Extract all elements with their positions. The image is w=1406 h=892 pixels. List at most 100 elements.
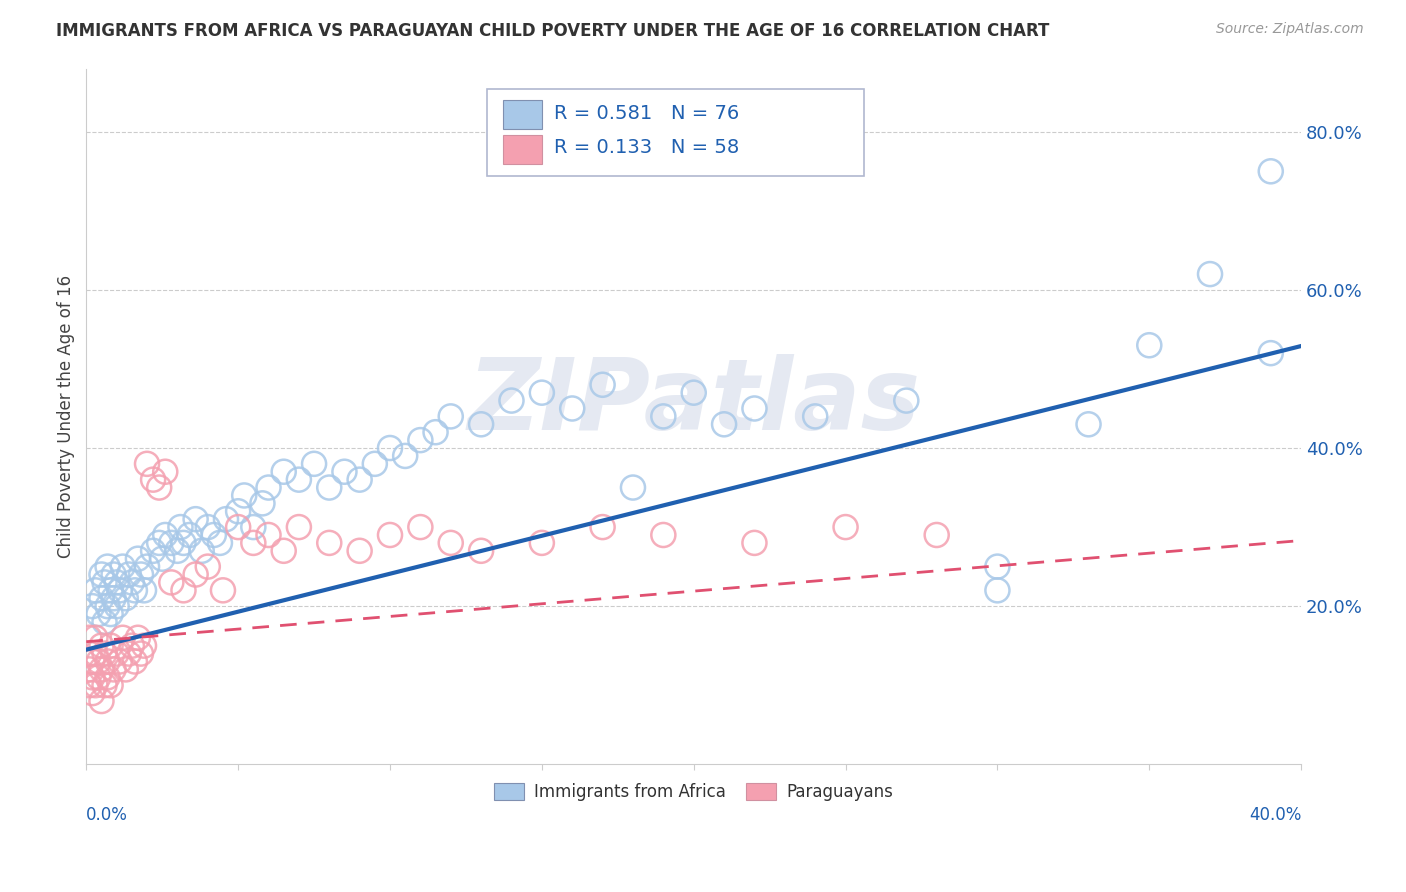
Point [148,481,170,495]
Point [197,520,219,534]
Point [142,543,165,558]
Point [93,647,115,661]
Point [87,670,110,684]
Point [121,639,143,653]
Point [172,536,194,550]
Text: ZIPatlas: ZIPatlas [467,354,921,451]
Point [118,647,141,661]
Point [132,639,155,653]
Point [136,457,159,471]
Point [242,536,264,550]
Point [124,655,146,669]
Text: Source: ZipAtlas.com: Source: ZipAtlas.com [1216,22,1364,37]
Point [127,631,149,645]
Point [215,512,238,526]
Point [208,536,231,550]
Point [333,465,356,479]
Point [592,520,614,534]
Point [592,377,614,392]
Point [114,591,136,606]
Point [87,655,110,669]
Point [100,607,122,621]
Point [1137,338,1160,352]
Point [82,599,104,614]
Point [155,465,177,479]
Point [804,409,827,424]
Point [103,567,125,582]
Point [440,536,463,550]
FancyBboxPatch shape [503,135,541,164]
Point [288,473,311,487]
Point [184,512,207,526]
Point [129,647,152,661]
Text: R = 0.133   N = 58: R = 0.133 N = 58 [554,137,740,157]
Point [111,559,134,574]
Point [621,481,644,495]
Point [82,670,104,684]
Point [127,551,149,566]
Point [834,520,856,534]
Point [409,433,432,447]
Point [96,655,118,669]
Point [172,583,194,598]
Point [744,536,766,550]
Point [409,520,432,534]
Point [79,662,101,676]
Point [501,393,523,408]
Point [90,662,112,676]
Point [79,631,101,645]
Point [425,425,447,440]
Point [1260,346,1282,360]
Point [148,536,170,550]
Point [440,409,463,424]
Point [364,457,387,471]
Point [318,481,340,495]
Point [378,528,401,542]
Point [142,473,165,487]
Point [257,481,280,495]
Point [1199,267,1222,281]
Point [302,457,325,471]
Point [530,385,553,400]
Point [273,465,295,479]
Point [470,417,492,432]
Point [129,567,152,582]
Point [84,583,107,598]
Point [349,543,371,558]
Point [108,655,131,669]
Point [90,567,112,582]
Point [530,536,553,550]
Point [100,583,122,598]
Point [273,543,295,558]
Point [160,575,183,590]
Point [111,631,134,645]
Point [713,417,735,432]
Point [202,528,225,542]
Point [652,528,675,542]
Point [96,670,118,684]
Point [179,528,201,542]
Point [103,591,125,606]
Point [108,583,131,598]
Point [349,473,371,487]
Text: R = 0.581   N = 76: R = 0.581 N = 76 [554,104,740,123]
Point [100,678,122,692]
Text: 0.0%: 0.0% [86,806,128,824]
Point [288,520,311,534]
Point [84,631,107,645]
Point [233,488,256,502]
Text: 40.0%: 40.0% [1249,806,1301,824]
Point [82,686,104,700]
Point [561,401,583,416]
Point [103,662,125,676]
Point [896,393,918,408]
FancyBboxPatch shape [503,100,541,129]
Point [242,520,264,534]
Point [84,678,107,692]
Point [90,591,112,606]
Point [132,583,155,598]
Point [90,694,112,708]
Point [190,543,212,558]
Point [150,551,173,566]
Point [166,543,188,558]
